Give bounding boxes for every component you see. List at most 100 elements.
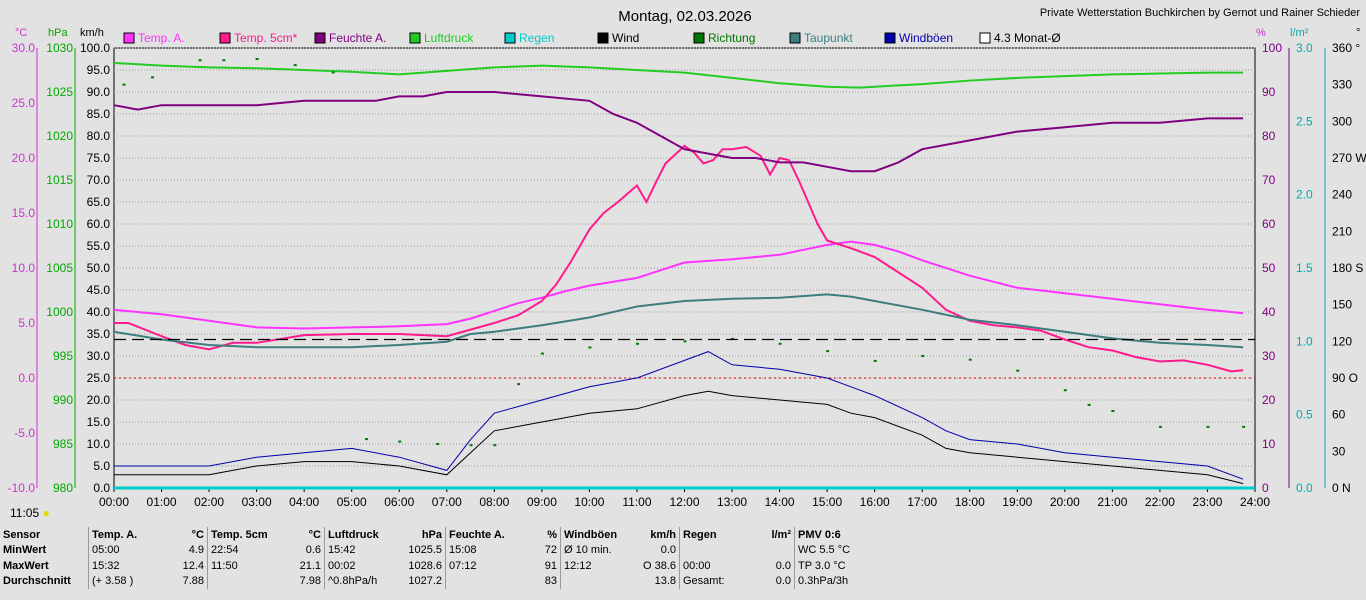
x-tick-label: 04:00 xyxy=(289,495,319,509)
chart-title: Montag, 02.03.2026 xyxy=(618,8,751,25)
axis-tick-label: 30 xyxy=(1332,444,1346,458)
x-tick-label: 13:00 xyxy=(717,495,747,509)
axis-tick-label: 15.0 xyxy=(87,415,111,429)
x-tick-label: 17:00 xyxy=(907,495,937,509)
stats-label: MinWert xyxy=(0,542,89,558)
axis-tick-label: 990 xyxy=(53,393,73,407)
axis-tick-label: 2.0 xyxy=(1296,188,1313,202)
series-point-richtung xyxy=(293,64,297,67)
axis-tick-label: 0.5 xyxy=(1296,408,1313,422)
series-point-richtung xyxy=(588,346,592,349)
series-point-richtung xyxy=(222,59,226,62)
axis-tick-label: 5.0 xyxy=(18,316,35,330)
legend-label: Feuchte A. xyxy=(329,31,386,45)
axis-tick-label: 60 xyxy=(1332,408,1346,422)
stats-cell: 72 xyxy=(526,542,561,558)
axis-tick-label: 65.0 xyxy=(87,195,111,209)
stats-cell: 91 xyxy=(526,558,561,574)
series-point-richtung xyxy=(1111,410,1115,412)
axis-tick-label: 995 xyxy=(53,349,73,363)
legend-swatch xyxy=(884,32,896,44)
axis-tick-label: 40.0 xyxy=(87,305,111,319)
series-point-richtung xyxy=(540,352,544,355)
legend-swatch xyxy=(314,32,326,44)
stats-cell: 1027.2 xyxy=(405,573,446,589)
x-axis: 00:00 01:00 02:00 03:00 04:00 05:00 06:00 07:00… xyxy=(99,488,1270,509)
series-point-richtung xyxy=(331,71,335,74)
stats-header-hum: Feuchte A. xyxy=(449,528,505,541)
stats-cell: Ø 10 min. xyxy=(564,544,612,557)
stats-cell: (+ 3.58 ) xyxy=(92,575,134,588)
stats-row-avg: Durchschnitt (+ 3.58 ) 7.88 7.98 ^0.8hPa… xyxy=(0,573,881,590)
axis-tick-label: 2.5 xyxy=(1296,114,1313,128)
series-point-richtung xyxy=(826,350,830,353)
axis-tick-label: -5.0 xyxy=(14,426,35,440)
legend-swatch xyxy=(219,32,231,44)
axis-tick-label: 55.0 xyxy=(87,239,111,253)
unit-press: hPa xyxy=(48,27,68,39)
stats-cell: Gesamt: xyxy=(683,575,725,588)
stats-cell: 07:12 xyxy=(449,559,477,572)
x-tick-label: 08:00 xyxy=(479,495,509,509)
axis-tick-label: 1030 xyxy=(46,41,73,55)
stats-header-temp-a: Temp. A. xyxy=(92,528,138,541)
series-point-richtung xyxy=(364,438,368,441)
axis-tick-label: 270 W xyxy=(1332,151,1366,165)
axis-tick-label: 90 O xyxy=(1332,371,1358,385)
axis-tick-label: 210 xyxy=(1332,224,1352,238)
axis-tick-label: 25.0 xyxy=(12,96,36,110)
x-tick-label: 03:00 xyxy=(242,495,272,509)
x-tick-label: 10:00 xyxy=(574,495,604,509)
stats-cell: 4.9 xyxy=(173,542,208,558)
axis-tick-label: 95.0 xyxy=(87,63,111,77)
stats-cell: WC 5.5 °C xyxy=(798,544,851,557)
x-tick-label: 20:00 xyxy=(1050,495,1080,509)
unit-hum: % xyxy=(1256,27,1266,39)
series-point-richtung xyxy=(436,443,440,445)
stats-cell: 1025.5 xyxy=(405,542,446,558)
stats-cell: 83 xyxy=(526,573,561,589)
series-point-richtung xyxy=(1087,403,1091,406)
stats-unit-temp-a: °C xyxy=(173,527,208,543)
stats-cell: 0.0 xyxy=(633,542,680,558)
series-line-taupunkt xyxy=(113,293,1244,349)
stats-cell xyxy=(208,574,291,590)
axis-tick-label: 30.0 xyxy=(12,41,36,55)
x-tick-label: 01:00 xyxy=(147,495,177,509)
axis-tick-label: 45.0 xyxy=(87,283,111,297)
axis-tick-label: 180 S xyxy=(1332,261,1363,275)
series-point-richtung xyxy=(1016,369,1020,372)
axis-tick-label: 20.0 xyxy=(12,151,36,165)
series-point-richtung xyxy=(968,358,972,361)
axis-tick-label: 85.0 xyxy=(87,107,111,121)
axis-tick-label: 70 xyxy=(1262,173,1276,187)
legend-label: Richtung xyxy=(708,31,755,45)
axis-tick-label: 50.0 xyxy=(87,261,111,275)
right-axes: 0 10 20 30 40 50 60 70 80 90 100 0.0 0.5 1.0 1.5 2.0 2.5… xyxy=(1262,41,1366,495)
legend-swatch xyxy=(504,32,516,44)
axis-tick-label: 30.0 xyxy=(87,349,111,363)
series-point-richtung xyxy=(1063,389,1067,392)
series-point-richtung xyxy=(1158,425,1162,428)
series-line-luftdruck xyxy=(113,61,1244,89)
stats-label: Durchschnitt xyxy=(0,573,89,589)
axis-tick-label: 25.0 xyxy=(87,371,111,385)
series-point-richtung xyxy=(635,342,639,345)
axis-tick-label: 1015 xyxy=(46,173,73,187)
x-tick-label: 23:00 xyxy=(1192,495,1222,509)
axis-tick-label: 60.0 xyxy=(87,217,111,231)
axis-tick-label: 150 xyxy=(1332,298,1352,312)
stats-header-pmv: PMV 0:6 xyxy=(798,528,841,541)
axis-tick-label: 20 xyxy=(1262,393,1276,407)
series-line-temp-5cm xyxy=(114,144,1244,373)
series-point-richtung xyxy=(1242,425,1246,428)
axis-tick-label: 100.0 xyxy=(80,41,110,55)
axis-tick-label: 300 xyxy=(1332,114,1352,128)
x-tick-label: 12:00 xyxy=(669,495,699,509)
axis-tick-label: 10.0 xyxy=(87,437,111,451)
axis-tick-label: 1.0 xyxy=(1296,334,1313,348)
axis-tick-label: 3.0 xyxy=(1296,41,1313,55)
unit-dir: ° xyxy=(1356,27,1360,39)
axis-tick-label: 1020 xyxy=(46,129,73,143)
clock-text: 11:05 xyxy=(10,506,40,520)
